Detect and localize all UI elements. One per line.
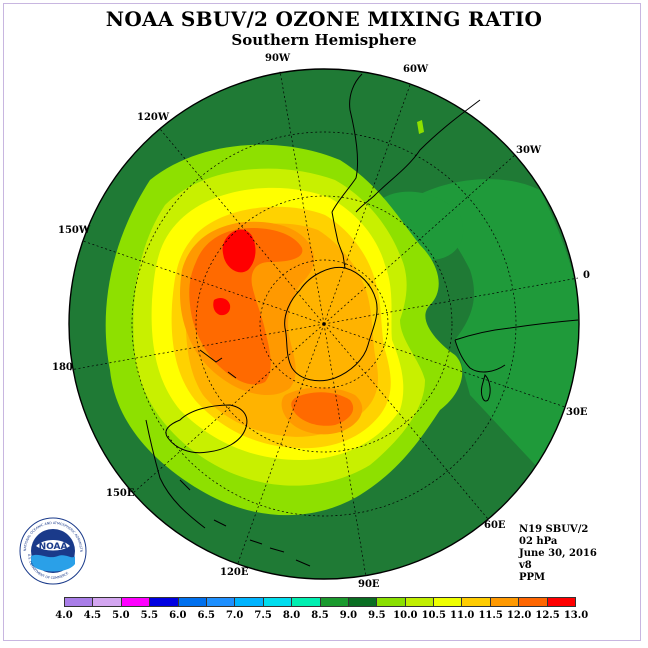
label-150e: 150E xyxy=(106,488,135,499)
legend-swatch-3 xyxy=(150,598,179,606)
meridian-30w xyxy=(323,154,516,325)
label-150w: 150W xyxy=(58,225,91,236)
legend-swatch-2 xyxy=(121,598,151,606)
legend-tick-label: 4.5 xyxy=(83,610,102,621)
map-subtitle: Southern Hemisphere xyxy=(231,31,417,49)
legend-swatch-12 xyxy=(405,598,435,606)
label-90w: 90W xyxy=(265,53,291,64)
antarctica-coast xyxy=(284,266,378,382)
legend-tick-label: 9.0 xyxy=(339,610,358,621)
coastlines xyxy=(145,73,579,567)
graticule xyxy=(69,70,579,578)
legend-tick-label: 7.5 xyxy=(254,610,272,621)
label-90e: 90E xyxy=(358,579,380,590)
legend-swatch-4 xyxy=(178,598,207,606)
data-info: N19 SBUV/2 02 hPa June 30, 2016 v8 PPM xyxy=(519,524,597,584)
legend-swatch-7 xyxy=(263,598,293,606)
legend-tick-label: 10.5 xyxy=(421,610,446,621)
latitude-circle-50s xyxy=(195,195,453,453)
meridian-150e xyxy=(132,323,325,494)
legend-swatch-17 xyxy=(547,598,576,606)
noaa-logo: NOAA NATIONAL OCEANIC AND ATMOSPHERIC AD… xyxy=(18,516,87,585)
label-60w: 60W xyxy=(403,64,429,75)
legend-swatch-6 xyxy=(235,598,264,606)
legend-tick-label: 12.5 xyxy=(535,610,560,621)
latitude-circle-70s xyxy=(259,259,389,389)
legend-swatch-11 xyxy=(377,598,406,606)
ozone-contours xyxy=(69,69,579,579)
legend-tick-label: 8.5 xyxy=(311,610,329,621)
meridian-30e xyxy=(323,323,566,408)
label-30e: 30E xyxy=(566,407,588,418)
indonesia-isles xyxy=(179,479,311,567)
meridian-120w xyxy=(159,128,325,325)
label-30w: 30W xyxy=(516,145,542,156)
africa-south xyxy=(454,339,506,373)
meridian-60e xyxy=(323,323,489,520)
map-title: NOAA SBUV/2 OZONE MIXING RATIO xyxy=(105,7,543,31)
contour-10-5-isle xyxy=(417,120,424,134)
legend-swatch-8 xyxy=(292,598,321,606)
label-0: 0 xyxy=(583,270,590,281)
legend-swatch-14 xyxy=(462,598,491,606)
legend-swatch-16 xyxy=(519,598,548,606)
color-legend xyxy=(64,597,576,607)
legend-swatch-9 xyxy=(320,598,349,606)
meridian-150w xyxy=(82,240,325,325)
legend-tick-label: 10.0 xyxy=(393,610,418,621)
info-units: PPM xyxy=(519,572,546,583)
legend-swatch-15 xyxy=(490,598,520,606)
info-date: June 30, 2016 xyxy=(519,548,597,559)
info-version: v8 xyxy=(519,560,532,571)
meridian-120e xyxy=(237,323,325,564)
meridian-60w xyxy=(323,84,411,325)
legend-swatch-13 xyxy=(434,598,463,606)
legend-tick-label: 6.0 xyxy=(169,610,187,621)
legend-ticks: 4.0 4.5 5.0 5.5 6.0 6.5 7.0 7.5 8.0 8.5 9.0 9.5 10.0… xyxy=(55,610,588,622)
contour-8-5 xyxy=(410,179,579,470)
legend-swatch-1 xyxy=(93,598,122,606)
new-zealand xyxy=(199,349,237,379)
logo-text: NOAA xyxy=(39,542,68,552)
map-boundary xyxy=(68,68,580,580)
africa-coast xyxy=(454,319,579,341)
contour-13-0-b xyxy=(213,297,231,316)
contour-12-5 xyxy=(189,228,303,385)
label-60e: 60E xyxy=(484,520,506,531)
longitude-labels: 90W 60W 30W 0 30E 60E 90E 120E 150E 180 … xyxy=(52,53,590,590)
legend-tick-label: 4.0 xyxy=(55,610,73,621)
bottom-coast-a xyxy=(145,419,206,529)
legend-swatch-5 xyxy=(206,598,236,606)
latitude-circle-30s xyxy=(131,131,517,517)
madagascar xyxy=(481,374,491,402)
info-pressure: 02 hPa xyxy=(519,536,558,547)
legend-tick-label: 8.0 xyxy=(282,610,301,621)
legend-swatch-0 xyxy=(65,598,94,606)
contour-13-0 xyxy=(222,229,256,273)
legend-swatch-10 xyxy=(348,598,378,606)
legend-tick-label: 5.0 xyxy=(112,610,130,621)
legend-tick-label: 5.5 xyxy=(140,610,159,621)
legend-tick-label: 6.5 xyxy=(197,610,215,621)
legend-tick-label: 12.0 xyxy=(506,610,532,621)
figure-frame xyxy=(3,3,641,641)
antarctic-peninsula xyxy=(331,211,346,269)
label-120w: 120W xyxy=(137,112,170,123)
south-america-east xyxy=(355,99,481,213)
contour-12-5-b xyxy=(291,392,354,426)
legend-tick-label: 11.0 xyxy=(450,610,475,621)
australia-coast xyxy=(165,404,248,454)
label-180: 180 xyxy=(52,362,73,373)
info-satellite: N19 SBUV/2 xyxy=(519,524,589,535)
label-120e: 120E xyxy=(220,567,249,578)
legend-tick-label: 7.0 xyxy=(225,610,244,621)
south-america-coast xyxy=(331,73,363,213)
legend-tick-label: 13.0 xyxy=(563,610,589,621)
legend-tick-label: 11.5 xyxy=(478,610,503,621)
legend-tick-label: 9.5 xyxy=(368,610,386,621)
